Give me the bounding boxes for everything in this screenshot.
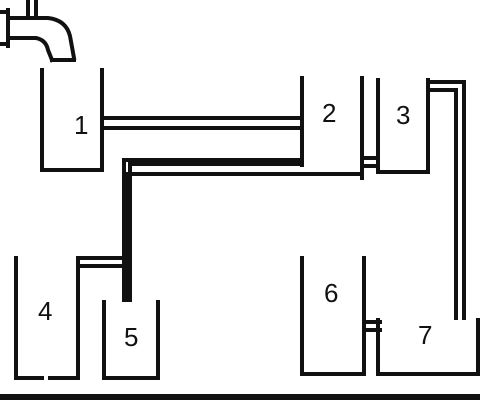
container-4 bbox=[14, 256, 80, 380]
container-7 bbox=[376, 318, 480, 376]
faucet-icon bbox=[0, 0, 77, 63]
pipe-1-to-2 bbox=[100, 116, 304, 130]
container-5 bbox=[102, 300, 160, 380]
label-container-1: 1 bbox=[74, 110, 88, 140]
container-6 bbox=[300, 256, 366, 376]
container-3 bbox=[376, 78, 430, 174]
label-container-6: 6 bbox=[324, 278, 338, 308]
container-1 bbox=[40, 68, 104, 172]
pipe-4-to-5 bbox=[76, 256, 126, 268]
label-container-3: 3 bbox=[396, 100, 410, 130]
label-container-7: 7 bbox=[418, 320, 432, 350]
label-container-5: 5 bbox=[124, 322, 138, 352]
bottom-border bbox=[0, 394, 480, 400]
label-container-4: 4 bbox=[38, 296, 52, 326]
pipe-6-to-7 bbox=[362, 320, 382, 332]
pipe-2-to-3 bbox=[124, 148, 380, 302]
label-container-2: 2 bbox=[322, 98, 336, 128]
siphon-3-to-7 bbox=[430, 80, 466, 320]
pipe-2-to-5 bbox=[122, 158, 304, 302]
